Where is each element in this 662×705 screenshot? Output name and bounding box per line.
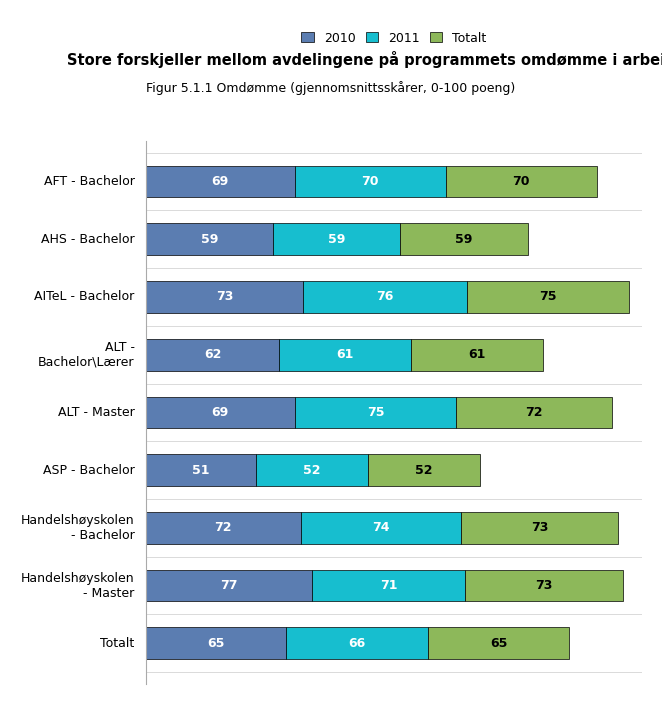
- Text: 74: 74: [372, 522, 390, 534]
- Text: 70: 70: [361, 175, 379, 188]
- Bar: [279, 339, 411, 371]
- Bar: [146, 570, 312, 601]
- Bar: [146, 281, 303, 313]
- Bar: [295, 396, 457, 429]
- Text: 73: 73: [531, 522, 548, 534]
- Bar: [146, 339, 279, 371]
- Bar: [146, 223, 273, 255]
- Bar: [368, 454, 480, 486]
- Bar: [146, 396, 295, 429]
- Bar: [301, 512, 461, 544]
- Bar: [146, 627, 286, 659]
- Text: 72: 72: [214, 522, 232, 534]
- Text: 73: 73: [216, 290, 233, 303]
- Text: 52: 52: [303, 464, 320, 477]
- Text: 61: 61: [337, 348, 354, 361]
- Text: 59: 59: [201, 233, 218, 246]
- Bar: [146, 166, 295, 197]
- Text: 77: 77: [220, 579, 238, 592]
- Bar: [401, 223, 528, 255]
- Text: 73: 73: [536, 579, 553, 592]
- Bar: [303, 281, 467, 313]
- Title: Store forskjeller mellom avdelingene på programmets omdømme i arbeidslivet: Store forskjeller mellom avdelingene på …: [67, 51, 662, 68]
- Bar: [446, 166, 597, 197]
- Text: 71: 71: [380, 579, 397, 592]
- Text: 75: 75: [367, 406, 385, 419]
- Bar: [295, 166, 446, 197]
- Bar: [286, 627, 428, 659]
- Text: 69: 69: [211, 406, 229, 419]
- Text: 51: 51: [192, 464, 209, 477]
- Text: 76: 76: [377, 290, 394, 303]
- Bar: [461, 512, 618, 544]
- Bar: [312, 570, 465, 601]
- Legend: 2010, 2011, Totalt: 2010, 2011, Totalt: [298, 27, 490, 49]
- Text: 66: 66: [349, 637, 366, 650]
- Text: 59: 59: [328, 233, 346, 246]
- Text: 69: 69: [211, 175, 229, 188]
- Bar: [273, 223, 401, 255]
- Text: 65: 65: [490, 637, 507, 650]
- Bar: [428, 627, 569, 659]
- Text: 75: 75: [540, 290, 557, 303]
- Text: 70: 70: [512, 175, 530, 188]
- Text: 62: 62: [204, 348, 221, 361]
- Bar: [411, 339, 543, 371]
- Text: Figur 5.1.1 Omdømme (gjennomsnittsskårer, 0-100 poeng): Figur 5.1.1 Omdømme (gjennomsnittsskårer…: [146, 81, 516, 95]
- Bar: [465, 570, 623, 601]
- Text: 52: 52: [415, 464, 433, 477]
- Bar: [467, 281, 629, 313]
- Text: 61: 61: [468, 348, 486, 361]
- Bar: [256, 454, 368, 486]
- Text: 65: 65: [207, 637, 224, 650]
- Text: 72: 72: [526, 406, 543, 419]
- Bar: [146, 454, 256, 486]
- Bar: [457, 396, 612, 429]
- Text: 59: 59: [455, 233, 473, 246]
- Bar: [146, 512, 301, 544]
